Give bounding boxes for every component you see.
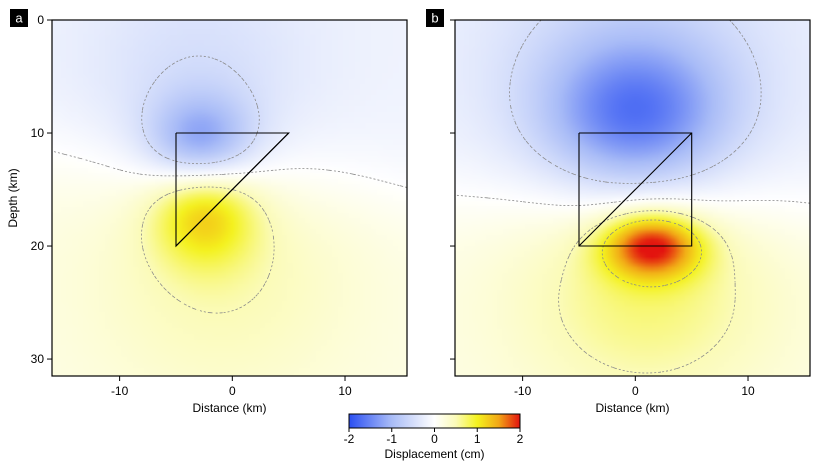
panel-a-fault [175,132,291,248]
panel-a-fault-plane [175,132,290,247]
panel-a-x-tick-label: -10 [111,384,129,398]
panel-b-contour-line [558,210,736,374]
panel-b-axes: -10 0 10 [450,19,755,398]
panel-a-contour-line [141,55,260,165]
panel-b-label: b [426,9,444,27]
colorbar-tick-label: -1 [386,432,397,446]
panel-a-axes: -10 0 10 0 10 20 30 [31,13,352,398]
panel-a-label-text: a [15,11,23,26]
panel-b-label-text: b [431,11,438,26]
panel-b-fault [578,132,693,247]
panel-a-heatmap-image [52,20,407,376]
colorbar-tick-label: 1 [474,432,481,446]
colorbar-ticks: -2 -1 0 1 2 [344,428,524,446]
panel-b-contour-line [601,219,702,288]
panel-a-contours [51,55,408,314]
panel-b-heatmap-image [455,20,810,376]
panel-a-xlabel: Distance (km) [192,401,266,415]
colorbar-bar [348,413,521,429]
panel-b-x-tick-label: 10 [741,384,755,398]
colorbar-label: Displacement (cm) [384,447,484,461]
colorbar-tick-label: 0 [431,432,438,446]
panel-b-fault-outline [578,132,693,247]
panel-b-label-box [426,9,444,27]
panel-b-x-tick-label: -10 [514,384,532,398]
panel-a-contour-line [51,150,408,188]
panel-a-y-tick-label: 30 [31,352,45,366]
panel-a-frame [51,19,408,377]
panel-b-frame [454,19,811,377]
panel-a-y-tick-label: 0 [37,13,44,27]
panel-b-contour-line [509,19,762,184]
panel-a-label: a [10,9,28,27]
panel-a-contour-line [141,186,275,314]
panel-a: a -10 0 10 0 10 20 30 Distance (km) Depth (km) [6,9,408,415]
colorbar: -2 -1 0 1 2 Displacement (cm) [344,413,524,461]
panel-a-x-tick-label: 10 [338,384,352,398]
panel-b-fault-plane [578,132,693,247]
panel-b-heatmap [455,20,810,376]
colorbar-tick-label: -2 [344,432,355,446]
panel-a-label-box [10,9,28,27]
panel-b-contours [454,19,811,374]
panel-a-y-tick-label: 10 [31,126,45,140]
panel-b-xlabel: Distance (km) [595,401,669,415]
panel-b-x-tick-label: 0 [632,384,639,398]
panel-b-contour-line [454,194,811,206]
panel-b: b -10 0 10 Distance (km) [426,9,811,415]
panel-a-ylabel: Depth (km) [6,168,20,227]
panel-a-x-tick-label: 0 [229,384,236,398]
colorbar-tick-label: 2 [517,432,524,446]
panel-a-y-tick-label: 20 [31,239,45,253]
panel-a-heatmap [52,20,407,376]
